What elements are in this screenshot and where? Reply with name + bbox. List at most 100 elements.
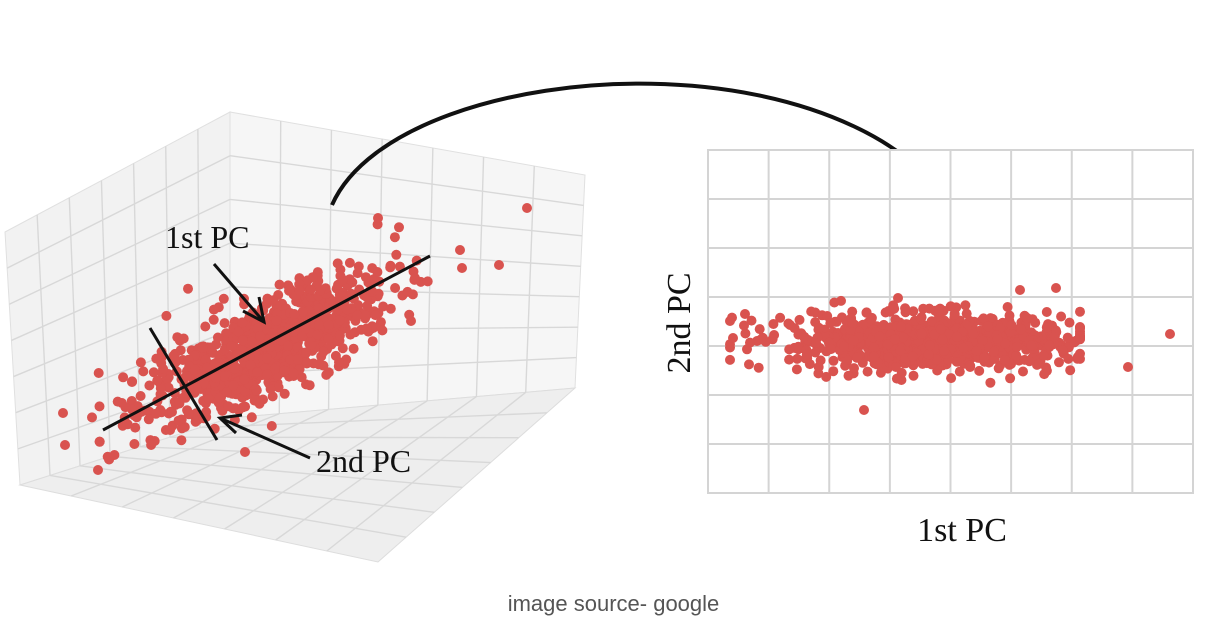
data-point bbox=[1041, 322, 1052, 333]
data-point bbox=[1038, 350, 1049, 361]
data-point bbox=[937, 334, 948, 345]
data-point bbox=[1016, 324, 1026, 335]
first-pc-arrow bbox=[212, 263, 267, 325]
data-point bbox=[1075, 322, 1085, 333]
data-point bbox=[226, 341, 237, 352]
data-point bbox=[189, 364, 200, 375]
data-point bbox=[877, 321, 888, 332]
data-point bbox=[237, 335, 248, 346]
data-point bbox=[859, 405, 869, 415]
data-point bbox=[1015, 285, 1025, 295]
data-point bbox=[841, 354, 852, 365]
data-point bbox=[273, 382, 284, 393]
data-point bbox=[362, 300, 373, 311]
data-point bbox=[169, 354, 180, 365]
second-pc-arrow bbox=[216, 413, 311, 460]
data-point bbox=[197, 343, 208, 353]
data-point bbox=[866, 312, 877, 323]
data-point bbox=[916, 328, 927, 339]
data-point bbox=[181, 371, 192, 382]
data-point bbox=[385, 303, 396, 314]
data-point bbox=[176, 435, 187, 446]
data-point bbox=[200, 321, 211, 332]
data-point bbox=[265, 384, 276, 394]
data-point bbox=[999, 355, 1010, 365]
data-point bbox=[202, 362, 213, 373]
grid-line bbox=[100, 180, 111, 457]
data-point bbox=[968, 329, 979, 339]
data-point bbox=[148, 367, 159, 378]
data-point bbox=[318, 346, 329, 357]
data-point bbox=[744, 359, 754, 370]
data-point bbox=[828, 355, 839, 366]
data-point bbox=[725, 316, 735, 326]
data-point bbox=[155, 383, 166, 394]
data-point bbox=[742, 344, 752, 355]
data-point bbox=[954, 366, 965, 377]
data-point bbox=[740, 309, 750, 319]
data-point bbox=[377, 325, 388, 336]
data-point bbox=[297, 306, 308, 317]
data-point bbox=[890, 334, 900, 345]
data-point bbox=[900, 353, 911, 364]
data-point bbox=[389, 232, 400, 243]
grid-line bbox=[275, 396, 477, 541]
data-point bbox=[1051, 283, 1061, 293]
data-point bbox=[1065, 365, 1076, 376]
data-point bbox=[191, 383, 202, 394]
grid-line bbox=[68, 197, 81, 466]
data-point bbox=[1048, 331, 1059, 342]
data-point bbox=[279, 388, 290, 399]
data-point bbox=[1024, 356, 1035, 367]
data-point bbox=[173, 415, 184, 426]
data-point bbox=[1005, 373, 1016, 384]
data-point bbox=[1002, 302, 1013, 312]
data-point bbox=[494, 260, 504, 270]
grid-line bbox=[229, 242, 581, 267]
x-axis-label: 1st PC bbox=[917, 512, 1007, 549]
data-point bbox=[1075, 306, 1085, 317]
data-point bbox=[916, 312, 927, 323]
data-point bbox=[934, 304, 945, 315]
data-point bbox=[983, 321, 993, 332]
data-point bbox=[394, 222, 404, 233]
y-axis-label: 2nd PC bbox=[661, 272, 698, 373]
data-point bbox=[978, 313, 989, 324]
image-caption: image source- google bbox=[507, 591, 720, 616]
data-point bbox=[337, 274, 348, 285]
data-point bbox=[874, 331, 885, 342]
grid-line bbox=[49, 474, 407, 538]
data-point bbox=[285, 354, 296, 365]
data-point bbox=[146, 440, 157, 450]
data-point bbox=[1057, 345, 1068, 356]
first-pc-label: 1st PC bbox=[165, 219, 249, 255]
data-point bbox=[245, 359, 256, 370]
data-point bbox=[289, 309, 300, 319]
data-point bbox=[740, 328, 751, 339]
data-point bbox=[793, 341, 804, 352]
data-point bbox=[974, 365, 985, 376]
data-point bbox=[784, 344, 795, 355]
data-point bbox=[960, 300, 971, 311]
second-pc-line bbox=[148, 327, 219, 441]
data-point bbox=[992, 334, 1003, 344]
data-point bbox=[129, 439, 140, 449]
grid-line bbox=[8, 198, 231, 305]
data-point bbox=[900, 303, 911, 314]
data-point bbox=[385, 260, 396, 271]
data-point bbox=[109, 450, 120, 460]
data-point bbox=[891, 373, 902, 384]
grid-line bbox=[525, 165, 535, 393]
data-point bbox=[985, 377, 996, 388]
data-point bbox=[240, 447, 250, 457]
data-point bbox=[924, 340, 935, 351]
data-point bbox=[728, 333, 738, 343]
data-point bbox=[849, 363, 859, 374]
data-point bbox=[135, 357, 146, 368]
data-point bbox=[1021, 312, 1032, 323]
data-point bbox=[118, 372, 129, 383]
data-point bbox=[801, 349, 812, 360]
data-point bbox=[218, 293, 229, 304]
data-point bbox=[798, 331, 809, 342]
data-point bbox=[1054, 357, 1064, 368]
